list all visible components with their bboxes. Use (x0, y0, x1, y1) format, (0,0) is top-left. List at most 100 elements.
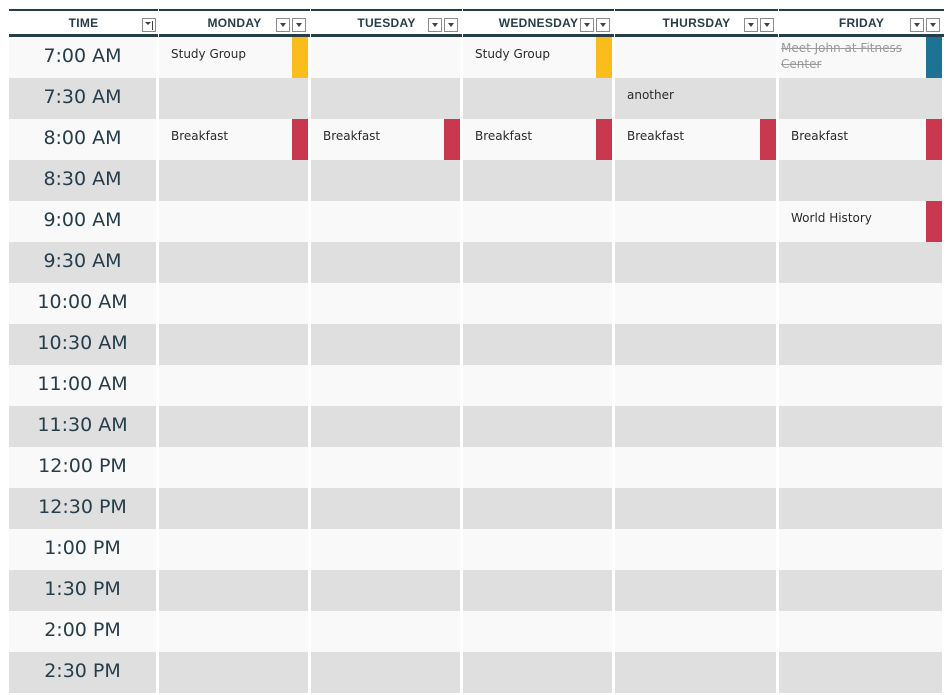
schedule-cell-mon[interactable]: Breakfast (159, 119, 308, 160)
schedule-cell-tue[interactable] (311, 611, 460, 652)
schedule-cell-mon[interactable] (159, 242, 308, 283)
schedule-cell-thu[interactable]: Breakfast (615, 119, 776, 160)
filter-dropdown-icon[interactable] (580, 18, 594, 32)
schedule-cell-mon[interactable] (159, 529, 308, 570)
time-slot-cell[interactable]: 9:00 AM (9, 201, 156, 242)
time-slot-cell[interactable]: 11:00 AM (9, 365, 156, 406)
filter-dropdown-icon[interactable] (596, 18, 610, 32)
sort-filter-icon[interactable] (142, 18, 156, 32)
time-slot-cell[interactable]: 11:30 AM (9, 406, 156, 447)
schedule-cell-wed[interactable] (463, 570, 612, 611)
time-slot-cell[interactable]: 8:30 AM (9, 160, 156, 201)
schedule-cell-wed[interactable] (463, 78, 612, 119)
schedule-cell-wed[interactable]: Study Group (463, 37, 612, 78)
time-slot-cell[interactable]: 8:00 AM (9, 119, 156, 160)
schedule-cell-fri[interactable] (779, 242, 942, 283)
schedule-cell-fri[interactable] (779, 283, 942, 324)
schedule-cell-mon[interactable] (159, 447, 308, 488)
schedule-cell-fri[interactable] (779, 529, 942, 570)
schedule-cell-mon[interactable] (159, 570, 308, 611)
schedule-cell-tue[interactable] (311, 488, 460, 529)
schedule-cell-fri[interactable] (779, 488, 942, 529)
schedule-cell-tue[interactable] (311, 201, 460, 242)
schedule-cell-wed[interactable] (463, 529, 612, 570)
time-slot-cell[interactable]: 10:30 AM (9, 324, 156, 365)
schedule-cell-thu[interactable] (615, 529, 776, 570)
schedule-cell-mon[interactable]: Study Group (159, 37, 308, 78)
schedule-cell-tue[interactable] (311, 529, 460, 570)
schedule-cell-thu[interactable] (615, 570, 776, 611)
schedule-cell-wed[interactable] (463, 160, 612, 201)
schedule-cell-tue[interactable] (311, 160, 460, 201)
filter-dropdown-icon[interactable] (428, 18, 442, 32)
time-slot-cell[interactable]: 7:30 AM (9, 78, 156, 119)
schedule-cell-mon[interactable] (159, 283, 308, 324)
schedule-cell-thu[interactable] (615, 611, 776, 652)
schedule-cell-wed[interactable] (463, 611, 612, 652)
schedule-cell-mon[interactable] (159, 160, 308, 201)
schedule-cell-mon[interactable] (159, 652, 308, 693)
schedule-cell-thu[interactable]: another (615, 78, 776, 119)
schedule-cell-tue[interactable] (311, 365, 460, 406)
schedule-cell-tue[interactable] (311, 283, 460, 324)
schedule-cell-mon[interactable] (159, 324, 308, 365)
schedule-cell-thu[interactable] (615, 488, 776, 529)
schedule-cell-fri[interactable] (779, 78, 942, 119)
filter-dropdown-icon[interactable] (276, 18, 290, 32)
schedule-cell-tue[interactable] (311, 406, 460, 447)
schedule-cell-tue[interactable] (311, 447, 460, 488)
schedule-cell-tue[interactable] (311, 78, 460, 119)
filter-dropdown-icon[interactable] (744, 18, 758, 32)
filter-dropdown-icon[interactable] (910, 18, 924, 32)
schedule-cell-mon[interactable] (159, 406, 308, 447)
filter-dropdown-icon[interactable] (760, 18, 774, 32)
schedule-cell-wed[interactable] (463, 242, 612, 283)
time-slot-cell[interactable]: 1:30 PM (9, 570, 156, 611)
schedule-cell-thu[interactable] (615, 447, 776, 488)
filter-dropdown-icon[interactable] (444, 18, 458, 32)
time-slot-cell[interactable]: 9:30 AM (9, 242, 156, 283)
schedule-cell-tue[interactable] (311, 652, 460, 693)
schedule-cell-wed[interactable] (463, 488, 612, 529)
schedule-cell-fri[interactable]: World History (779, 201, 942, 242)
time-slot-cell[interactable]: 12:30 PM (9, 488, 156, 529)
schedule-cell-fri[interactable] (779, 570, 942, 611)
schedule-cell-mon[interactable] (159, 365, 308, 406)
schedule-cell-fri[interactable] (779, 447, 942, 488)
schedule-cell-tue[interactable] (311, 37, 460, 78)
schedule-cell-wed[interactable] (463, 447, 612, 488)
schedule-cell-fri[interactable] (779, 160, 942, 201)
schedule-cell-fri[interactable] (779, 652, 942, 693)
filter-dropdown-icon[interactable] (926, 18, 940, 32)
schedule-cell-wed[interactable]: Breakfast (463, 119, 612, 160)
schedule-cell-tue[interactable] (311, 570, 460, 611)
schedule-cell-fri[interactable] (779, 365, 942, 406)
schedule-cell-fri[interactable] (779, 324, 942, 365)
schedule-cell-thu[interactable] (615, 160, 776, 201)
time-slot-cell[interactable]: 7:00 AM (9, 37, 156, 78)
schedule-cell-thu[interactable] (615, 283, 776, 324)
schedule-cell-mon[interactable] (159, 201, 308, 242)
schedule-cell-fri[interactable]: Meet John at Fitness Center (779, 37, 942, 78)
schedule-cell-mon[interactable] (159, 78, 308, 119)
schedule-cell-fri[interactable] (779, 406, 942, 447)
schedule-cell-thu[interactable] (615, 201, 776, 242)
schedule-cell-wed[interactable] (463, 283, 612, 324)
schedule-cell-thu[interactable] (615, 406, 776, 447)
schedule-cell-wed[interactable] (463, 365, 612, 406)
schedule-cell-thu[interactable] (615, 242, 776, 283)
schedule-cell-wed[interactable] (463, 406, 612, 447)
schedule-cell-fri[interactable]: Breakfast (779, 119, 942, 160)
time-slot-cell[interactable]: 2:00 PM (9, 611, 156, 652)
schedule-cell-thu[interactable] (615, 365, 776, 406)
schedule-cell-thu[interactable] (615, 652, 776, 693)
time-slot-cell[interactable]: 10:00 AM (9, 283, 156, 324)
schedule-cell-fri[interactable] (779, 611, 942, 652)
time-slot-cell[interactable]: 1:00 PM (9, 529, 156, 570)
schedule-cell-tue[interactable]: Breakfast (311, 119, 460, 160)
time-slot-cell[interactable]: 12:00 PM (9, 447, 156, 488)
schedule-cell-wed[interactable] (463, 201, 612, 242)
schedule-cell-wed[interactable] (463, 652, 612, 693)
schedule-cell-mon[interactable] (159, 488, 308, 529)
schedule-cell-mon[interactable] (159, 611, 308, 652)
